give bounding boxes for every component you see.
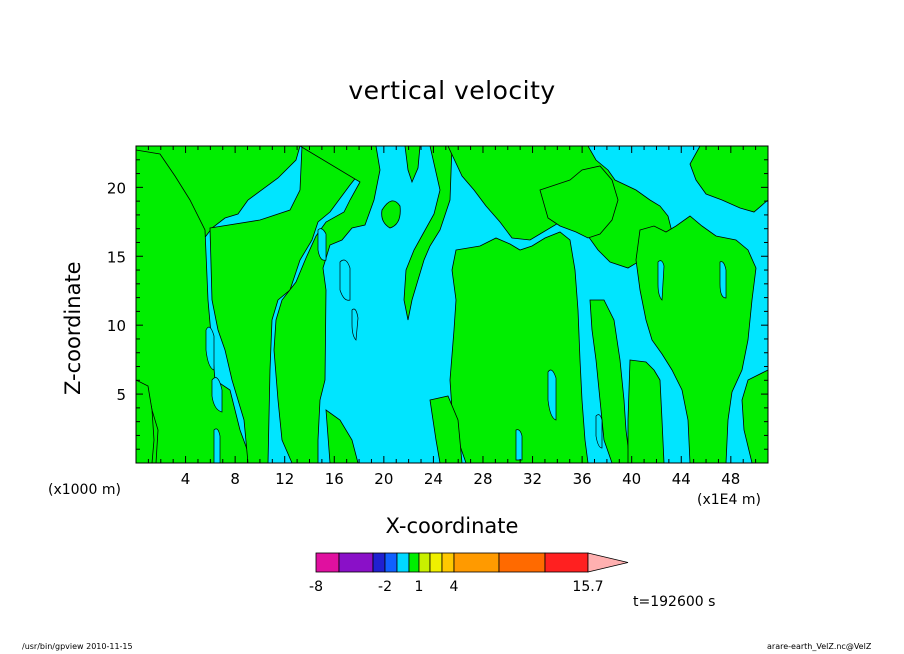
- region-negative-island-2: [205, 326, 215, 371]
- region-positive-12: [539, 165, 619, 239]
- region-negative-island-1: [211, 377, 223, 413]
- colorbar-level-5: 15.7: [572, 579, 603, 595]
- x-tick-label-4: 4: [181, 470, 191, 488]
- region-negative-island-4: [339, 259, 351, 301]
- plot-area: [135, 145, 769, 464]
- x-axis-unit-right: (x1E4 m): [697, 492, 761, 508]
- colorbar-level-2: -2: [378, 579, 392, 595]
- y-tick-label-20: 20: [107, 179, 126, 197]
- region-positive-3: [209, 145, 377, 464]
- x-axis-label: X-coordinate: [385, 514, 519, 538]
- x-tick-label-16: 16: [325, 470, 344, 488]
- colorbar-segment-6: [408, 552, 420, 573]
- region-negative-island-9: [595, 414, 603, 449]
- region-negative-island-8: [547, 369, 557, 421]
- footer-program-date: /usr/bin/gpview 2010-11-15: [22, 642, 133, 651]
- x-tick-label-12: 12: [275, 470, 294, 488]
- x-tick-label-48: 48: [721, 470, 740, 488]
- chart-title: vertical velocity: [348, 76, 556, 105]
- region-negative-island-6: [213, 428, 221, 464]
- colorbar-segment-12: [544, 552, 589, 573]
- region-negative-island-5: [351, 308, 359, 341]
- colorbar-segment-8: [429, 552, 443, 573]
- region-negative-island-11: [657, 260, 665, 301]
- footer-source-file: arare-earth_VelZ.nc@VelZ: [767, 642, 872, 651]
- x-tick-label-24: 24: [424, 470, 443, 488]
- colorbar-level-1: -8: [309, 579, 323, 595]
- time-annotation: t=192600 s: [633, 594, 716, 610]
- y-tick-label-10: 10: [107, 317, 126, 335]
- x-tick-label-44: 44: [672, 470, 691, 488]
- colorbar-segment-10: [453, 552, 500, 573]
- plot-border: [135, 145, 769, 464]
- colorbar: -8 -2 1 4 15.7: [309, 552, 629, 595]
- x-tick-label-28: 28: [473, 470, 492, 488]
- region-negative-island-10: [719, 261, 727, 299]
- colorbar-segment-7: [418, 552, 431, 573]
- x-tick-label-36: 36: [573, 470, 592, 488]
- y-tick-label-15: 15: [107, 248, 126, 266]
- region-negative-island-7: [515, 429, 523, 461]
- colorbar-extend-arrow: [587, 552, 629, 573]
- region-positive-14: [627, 359, 665, 464]
- colorbar-segment-5: [396, 552, 410, 573]
- colorbar-segment-1: [315, 552, 340, 573]
- colorbar-segment-9: [441, 552, 455, 573]
- region-positive-6: [381, 200, 401, 229]
- x-axis-unit-left: (x1000 m): [48, 482, 121, 498]
- region-positive-8: [403, 145, 453, 321]
- region-positive-10: [449, 231, 589, 464]
- region-negative-island-3: [317, 228, 327, 261]
- x-tick-label-20: 20: [374, 470, 393, 488]
- x-tick-label-8: 8: [230, 470, 240, 488]
- x-tick-label-32: 32: [523, 470, 542, 488]
- y-tick-label-5: 5: [116, 386, 126, 404]
- colorbar-level-4: 4: [450, 579, 459, 595]
- y-axis-label: Z-coordinate: [61, 261, 85, 395]
- colorbar-segment-2: [338, 552, 374, 573]
- x-tick-label-40: 40: [622, 470, 641, 488]
- colorbar-segment-11: [498, 552, 546, 573]
- colorbar-segment-4: [384, 552, 398, 573]
- region-positive-5: [325, 409, 359, 464]
- colorbar-level-3: 1: [415, 579, 424, 595]
- colorbar-segment-3: [372, 552, 386, 573]
